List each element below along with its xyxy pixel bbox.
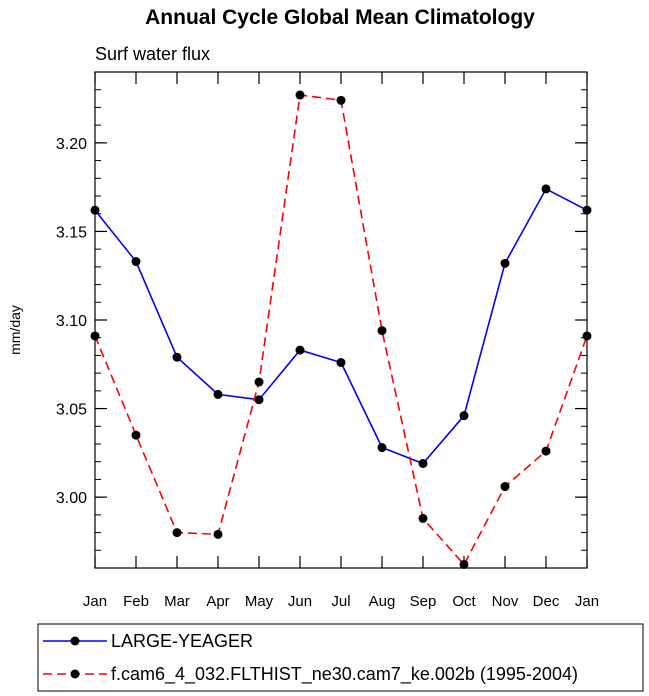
chart-title: Annual Cycle Global Mean Climatology [145, 6, 535, 29]
data-point-series-0 [377, 443, 387, 453]
data-point-series-0 [295, 345, 305, 355]
legend-label-large-yeager: LARGE-YEAGER [111, 631, 253, 651]
y-tick-label: 3.15 [56, 224, 87, 241]
data-point-series-1 [459, 559, 469, 569]
data-point-series-1 [377, 326, 387, 336]
y-tick-label: 3.00 [56, 490, 87, 507]
series-line-0 [94, 187, 588, 465]
x-tick-label: Mar [164, 593, 190, 610]
data-point-series-0 [418, 458, 428, 468]
legend-box [37, 623, 644, 692]
data-point-series-0 [254, 395, 264, 405]
chart-subtitle: Surf water flux [95, 44, 210, 64]
data-point-series-0 [336, 358, 346, 368]
legend-label-cam: f.cam6_4_032.FLTHIST_ne30.cam7_ke.002b (… [111, 664, 578, 685]
y-tick-label: 3.20 [56, 136, 87, 153]
x-tick-label: May [245, 593, 274, 610]
legend: LARGE-YEAGER f.cam6_4_032.FLTHIST_ne30.c… [37, 623, 644, 692]
x-tick-label: Jan [83, 593, 107, 610]
series-line-1 [94, 94, 588, 566]
data-point-series-1 [418, 513, 428, 523]
data-point-series-1 [213, 529, 223, 539]
x-tick-label: Aug [369, 593, 396, 610]
x-tick-label: Jul [331, 593, 350, 610]
data-point-series-0 [541, 184, 551, 194]
legend-entry-large-yeager: LARGE-YEAGER [43, 631, 253, 651]
plot-frame [94, 71, 588, 569]
minor-ticks [95, 71, 587, 569]
data-point-series-1 [541, 446, 551, 456]
data-point-series-1 [336, 95, 346, 105]
data-point-series-0 [172, 352, 182, 362]
y-tick-label: 3.10 [56, 313, 87, 330]
x-tick-label: Feb [123, 593, 149, 610]
x-tick-label: Jun [288, 593, 312, 610]
x-tick-label: Sep [410, 593, 437, 610]
x-tick-label: Apr [206, 593, 229, 610]
series-layer [90, 90, 592, 569]
x-tick-label: Dec [533, 593, 560, 610]
x-tick-label: Jan [575, 593, 599, 610]
data-point-series-1 [254, 377, 264, 387]
data-point-series-1 [295, 90, 305, 100]
x-tick-label: Nov [492, 593, 519, 610]
y-axis-label: mm/day [7, 305, 23, 355]
data-point-series-1 [500, 482, 510, 492]
data-point-series-1 [131, 430, 141, 440]
legend-entry-cam: f.cam6_4_032.FLTHIST_ne30.cam7_ke.002b (… [43, 664, 578, 685]
data-point-series-0 [213, 389, 223, 399]
legend-marker-cam [70, 669, 80, 679]
x-tick-label: Oct [452, 593, 476, 610]
data-point-series-0 [500, 258, 510, 268]
data-point-series-0 [459, 411, 469, 421]
data-point-series-1 [172, 528, 182, 538]
y-tick-labels: 3.00 3.05 3.10 3.15 3.20 [56, 136, 87, 507]
major-ticks [94, 72, 588, 568]
data-point-series-0 [131, 257, 141, 267]
legend-marker-large-yeager [70, 636, 80, 646]
x-tick-labels: Jan Feb Mar Apr May Jun Jul Aug Sep Oct Nov Dec Jan [83, 593, 599, 610]
y-tick-label: 3.05 [56, 402, 87, 419]
